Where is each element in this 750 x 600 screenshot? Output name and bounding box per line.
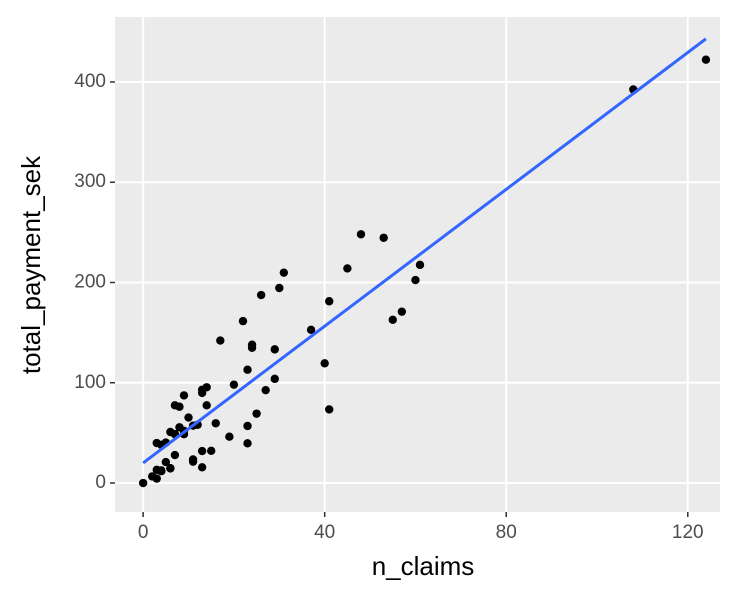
point [279, 268, 289, 277]
point [152, 474, 161, 483]
point [243, 365, 252, 374]
point [202, 401, 211, 410]
point [243, 439, 252, 448]
point [166, 464, 175, 473]
point [243, 421, 252, 431]
point [197, 446, 207, 456]
x-tick-label: 40 [314, 522, 335, 543]
point [202, 383, 211, 392]
point [379, 233, 388, 242]
point [138, 478, 148, 488]
point [166, 427, 175, 437]
point [415, 260, 425, 270]
point [170, 450, 180, 460]
y-tick-label: 300 [74, 171, 106, 192]
point [247, 340, 257, 349]
point [161, 457, 171, 467]
point [179, 391, 189, 400]
y-tick-label: 200 [74, 272, 106, 293]
point [175, 423, 184, 432]
x-axis-title: n_claims [372, 551, 475, 581]
point [320, 359, 329, 368]
fit-line [142, 37, 707, 465]
x-tick-label: 0 [138, 522, 149, 543]
point [261, 385, 270, 395]
point [238, 316, 248, 326]
point [388, 315, 397, 324]
point [175, 402, 184, 411]
point [207, 446, 216, 456]
point [211, 419, 220, 428]
point [325, 405, 334, 414]
point [216, 336, 225, 345]
y-tick-label: 400 [74, 71, 106, 92]
point [157, 466, 166, 475]
x-tick-label: 120 [672, 522, 704, 543]
point [356, 230, 366, 239]
point [188, 457, 198, 466]
point [270, 345, 279, 354]
point [397, 307, 407, 316]
point [256, 290, 266, 300]
point [325, 297, 334, 306]
point [275, 283, 284, 293]
point [225, 432, 234, 441]
point [252, 409, 261, 418]
point [701, 55, 711, 64]
point [411, 275, 420, 285]
x-tick-label: 80 [496, 522, 517, 543]
point [229, 380, 239, 389]
point [197, 463, 207, 472]
y-axis-title: total_payment_sek [16, 155, 46, 374]
y-tick-label: 100 [74, 372, 106, 393]
point [152, 438, 161, 448]
point [343, 264, 352, 273]
y-tick-label: 0 [95, 472, 106, 493]
point [184, 413, 193, 422]
point [270, 374, 279, 384]
point [306, 325, 316, 335]
